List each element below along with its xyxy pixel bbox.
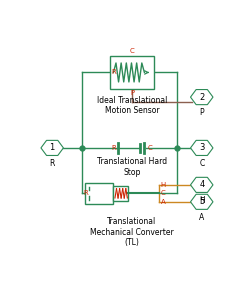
- Bar: [112, 186, 128, 201]
- Text: C: C: [199, 159, 204, 168]
- Text: Ideal Translational
Motion Sensor: Ideal Translational Motion Sensor: [97, 96, 167, 115]
- Text: Translational
Mechanical Converter
(TL): Translational Mechanical Converter (TL): [90, 217, 174, 247]
- Polygon shape: [190, 177, 213, 192]
- Polygon shape: [190, 140, 213, 155]
- Text: A: A: [161, 199, 166, 205]
- Text: R: R: [112, 69, 116, 76]
- Text: 4: 4: [199, 180, 204, 189]
- Text: R: R: [112, 145, 116, 151]
- Polygon shape: [190, 89, 213, 105]
- Text: H: H: [199, 196, 204, 205]
- Text: R: R: [83, 190, 88, 196]
- Text: 2: 2: [199, 93, 204, 102]
- Polygon shape: [190, 194, 213, 209]
- Text: P: P: [130, 91, 134, 97]
- Polygon shape: [41, 140, 64, 155]
- Bar: [85, 183, 112, 204]
- Text: 1: 1: [50, 143, 55, 153]
- Text: Translational Hard
Stop: Translational Hard Stop: [97, 157, 167, 177]
- Text: C: C: [161, 190, 166, 196]
- Text: H: H: [161, 182, 166, 188]
- Text: 3: 3: [199, 143, 204, 153]
- Text: R: R: [50, 159, 55, 168]
- Text: C: C: [130, 48, 134, 54]
- Text: P: P: [200, 108, 204, 117]
- Text: C: C: [148, 145, 152, 151]
- Text: A: A: [199, 213, 204, 222]
- Bar: [110, 55, 154, 89]
- Text: 5: 5: [199, 197, 204, 206]
